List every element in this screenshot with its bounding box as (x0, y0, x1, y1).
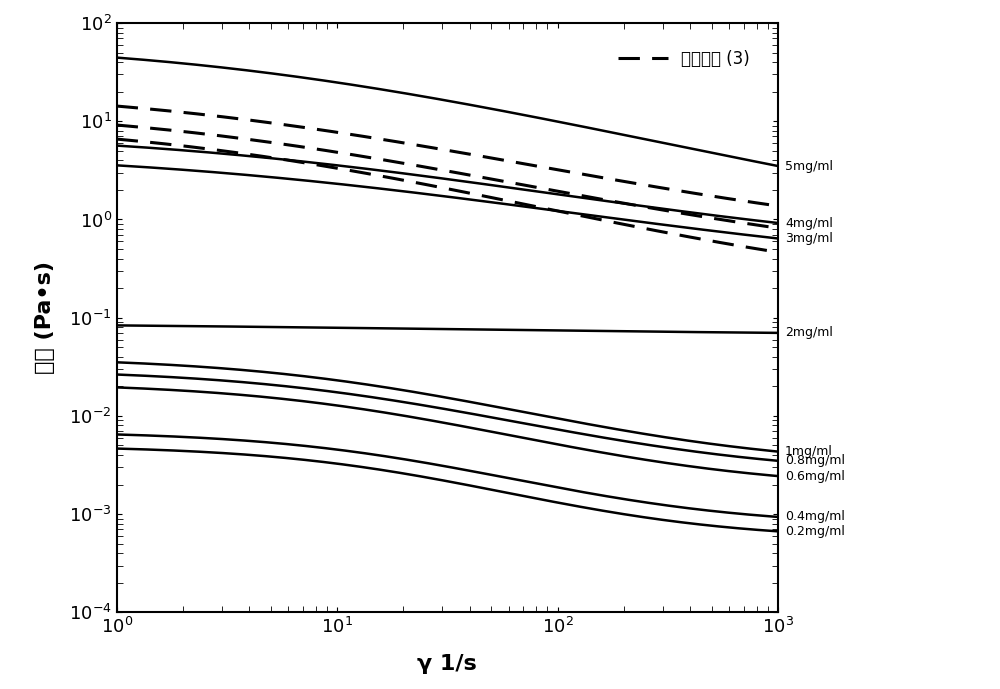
Text: 0.4mg/ml: 0.4mg/ml (785, 511, 845, 524)
X-axis label: γ 1/s: γ 1/s (417, 654, 477, 674)
Text: 1mg/ml: 1mg/ml (785, 445, 833, 458)
Text: 4mg/ml: 4mg/ml (785, 216, 833, 229)
Text: 0.2mg/ml: 0.2mg/ml (785, 525, 845, 538)
Text: 5mg/ml: 5mg/ml (785, 160, 833, 172)
Legend: 宫颈粘液 (3): 宫颈粘液 (3) (611, 43, 756, 74)
Text: 2mg/ml: 2mg/ml (785, 327, 833, 340)
Text: 0.8mg/ml: 0.8mg/ml (785, 454, 845, 467)
Text: 0.6mg/ml: 0.6mg/ml (785, 470, 845, 482)
Text: 3mg/ml: 3mg/ml (785, 232, 833, 245)
Y-axis label: 粘度 (Pa•s): 粘度 (Pa•s) (35, 261, 55, 374)
